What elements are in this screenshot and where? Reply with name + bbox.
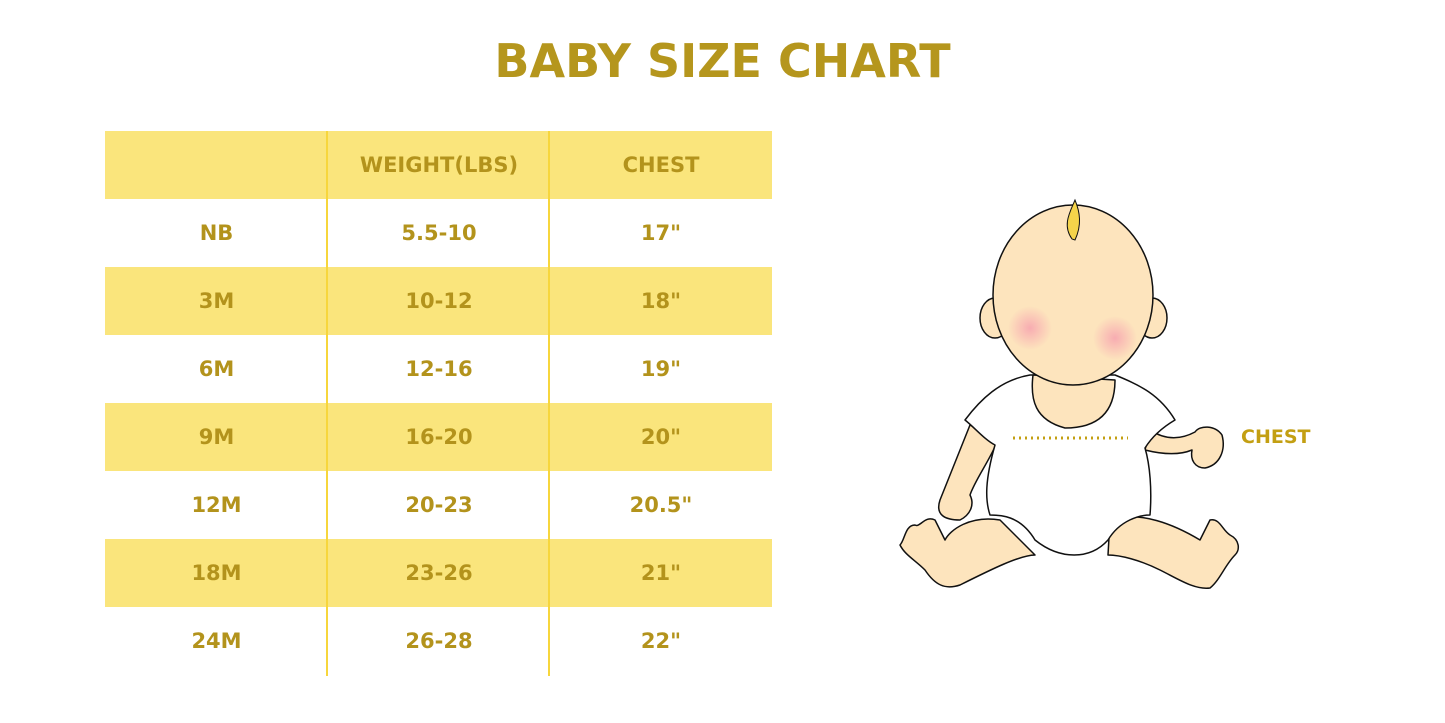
onesie bbox=[964, 374, 1176, 556]
page-title: BABY SIZE CHART bbox=[494, 34, 951, 88]
header-cell-weight: WEIGHT(LBS) bbox=[359, 153, 519, 177]
weight-cell: 23-26 bbox=[405, 561, 473, 585]
chest-cell: 21" bbox=[640, 561, 682, 585]
chest-label: CHEST bbox=[1241, 426, 1311, 448]
chest-cell: 20.5" bbox=[629, 493, 693, 517]
table-header-row: WEIGHT(LBS) CHEST bbox=[105, 131, 772, 199]
header-cell-chest: CHEST bbox=[622, 153, 700, 177]
weight-cell: 10-12 bbox=[405, 289, 473, 313]
column-divider bbox=[548, 131, 550, 676]
chest-cell: 19" bbox=[640, 357, 682, 381]
weight-cell: 5.5-10 bbox=[401, 221, 477, 245]
hair-curl bbox=[1066, 198, 1080, 241]
size-table: WEIGHT(LBS) CHEST NB 5.5-10 17" 3M 10-12… bbox=[105, 131, 772, 675]
chest-cell: 17" bbox=[640, 221, 682, 245]
weight-cell: 20-23 bbox=[405, 493, 473, 517]
chest-cell: 22" bbox=[640, 629, 682, 653]
header-cell bbox=[105, 131, 328, 199]
chest-cell: 20" bbox=[640, 425, 682, 449]
size-cell: 24M bbox=[191, 629, 242, 653]
size-cell: NB bbox=[199, 221, 234, 245]
right-foot bbox=[1107, 516, 1240, 589]
table-row: NB 5.5-10 17" bbox=[105, 199, 772, 267]
size-cell: 6M bbox=[198, 357, 235, 381]
table-row: 24M 26-28 22" bbox=[105, 607, 772, 675]
left-arm bbox=[938, 424, 999, 521]
left-foot bbox=[899, 518, 1036, 588]
neck bbox=[1031, 374, 1116, 429]
chest-cell: 18" bbox=[640, 289, 682, 313]
weight-cell: 26-28 bbox=[405, 629, 473, 653]
table-row: 9M 16-20 20" bbox=[105, 403, 772, 471]
size-cell: 9M bbox=[198, 425, 235, 449]
table-row: 3M 10-12 18" bbox=[105, 267, 772, 335]
size-cell: 12M bbox=[191, 493, 242, 517]
table-row: 6M 12-16 19" bbox=[105, 335, 772, 403]
table-row: 18M 23-26 21" bbox=[105, 539, 772, 607]
size-cell: 3M bbox=[198, 289, 235, 313]
weight-cell: 12-16 bbox=[405, 357, 473, 381]
table-row: 12M 20-23 20.5" bbox=[105, 471, 772, 539]
weight-cell: 16-20 bbox=[405, 425, 473, 449]
baby-illustration bbox=[899, 198, 1240, 589]
right-arm bbox=[1144, 426, 1224, 469]
column-divider bbox=[326, 131, 328, 676]
size-cell: 18M bbox=[191, 561, 242, 585]
